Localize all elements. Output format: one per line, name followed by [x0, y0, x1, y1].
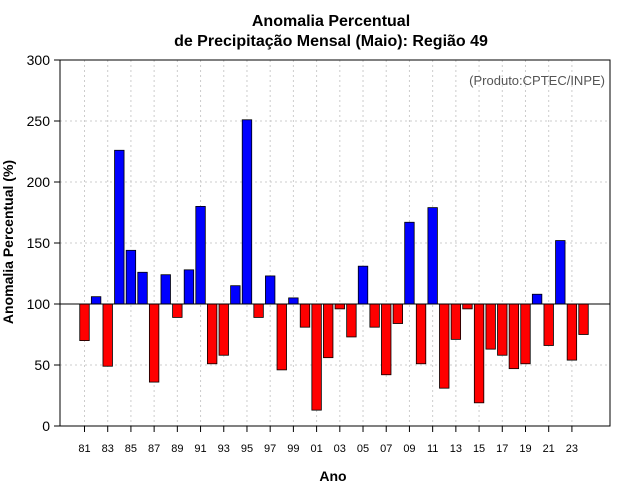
chart-title-line2: de Precipitação Mensal (Maio): Região 49: [174, 33, 488, 50]
bar-03: [334, 303, 345, 310]
x-tick-label: 13: [450, 443, 462, 455]
x-tick-label: 05: [357, 443, 369, 455]
x-tick-label: 87: [148, 443, 160, 455]
bar-21: [543, 303, 554, 346]
bar-05: [357, 265, 369, 305]
y-tick-label: 50: [34, 357, 50, 373]
bar-89: [172, 303, 183, 318]
bar-08: [392, 303, 403, 324]
x-tick-label: 91: [194, 443, 206, 455]
x-tick-label: 11: [427, 443, 438, 455]
x-tick-label: 89: [171, 443, 183, 455]
bar-23: [566, 303, 578, 361]
x-axis-ticks: 81 83 85 87 89 91 93 95 97 99 01 03 05 07 09 11 13 15 17 19…: [78, 426, 578, 455]
x-tick-label: 99: [287, 443, 299, 455]
bar-96: [253, 303, 264, 318]
bar-02: [323, 303, 334, 359]
bar-84: [114, 149, 125, 305]
y-tick-label: 150: [27, 235, 51, 251]
bar-14: [462, 303, 473, 310]
credit-label: (Produto:CPTEC/INPE): [469, 73, 605, 88]
y-tick-label: 200: [27, 174, 51, 190]
bar-22: [555, 240, 566, 305]
grid-lines: [60, 59, 610, 427]
x-tick-label: 17: [496, 443, 508, 455]
bar-81: [79, 303, 90, 341]
bar-87: [148, 303, 160, 383]
bar-15: [473, 303, 485, 404]
bar-91: [195, 205, 206, 305]
bar-16: [485, 303, 496, 350]
bar-85: [125, 249, 137, 305]
bar-94: [230, 285, 241, 305]
bar-17: [497, 303, 508, 356]
y-tick-label: 250: [27, 113, 51, 129]
y-axis-label: Anomalia Percentual (%): [0, 160, 16, 324]
bar-11: [427, 207, 438, 305]
bar-20: [531, 293, 543, 305]
bar-24: [578, 303, 589, 335]
x-tick-label: 15: [473, 443, 485, 455]
bar-83: [102, 303, 113, 367]
bar-01: [311, 303, 322, 411]
bar-93: [218, 303, 229, 356]
bar-18: [508, 303, 520, 370]
bar-06: [369, 303, 380, 328]
x-axis-label: Ano: [319, 468, 346, 484]
bar-90: [183, 269, 195, 305]
bar-07: [381, 303, 392, 376]
x-tick-label: 85: [125, 443, 137, 455]
bar-97: [265, 275, 276, 305]
bar-99: [288, 297, 299, 305]
x-tick-label: 95: [241, 443, 253, 455]
bar-98: [276, 303, 287, 371]
x-tick-label: 21: [543, 443, 555, 455]
bar-86: [137, 271, 148, 305]
bar-95: [241, 119, 253, 305]
x-tick-label: 01: [310, 443, 322, 455]
bar-92: [207, 303, 218, 365]
x-tick-label: 03: [334, 443, 346, 455]
x-tick-label: 07: [380, 443, 392, 455]
bar-10: [415, 303, 427, 365]
bar-12: [439, 303, 450, 389]
y-tick-label: 0: [42, 418, 50, 434]
x-tick-label: 83: [102, 443, 114, 455]
bar-13: [450, 303, 462, 340]
x-tick-label: 23: [566, 443, 578, 455]
y-tick-label: 100: [27, 296, 51, 312]
x-tick-label: 93: [218, 443, 230, 455]
bars: [79, 119, 589, 411]
x-tick-label: 19: [519, 443, 531, 455]
y-tick-label: 300: [27, 52, 51, 68]
bar-88: [160, 274, 171, 305]
bar-19: [520, 303, 531, 365]
bar-00: [299, 303, 311, 328]
bar-04: [346, 303, 357, 338]
x-tick-label: 81: [78, 443, 90, 455]
x-tick-label: 97: [264, 443, 276, 455]
bar-09: [404, 221, 415, 305]
y-axis-ticks: 0 50 100 150 200 250 300: [27, 52, 60, 434]
chart-title-line1: Anomalia Percentual: [252, 13, 410, 30]
x-tick-label: 09: [403, 443, 415, 455]
bar-82: [90, 296, 102, 305]
